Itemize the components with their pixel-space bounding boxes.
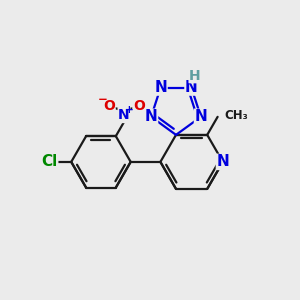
Text: H: H — [189, 69, 201, 83]
Text: N: N — [216, 154, 229, 169]
Text: +: + — [125, 105, 134, 115]
Text: O: O — [103, 99, 115, 112]
Text: −: − — [98, 93, 107, 106]
Text: CH₃: CH₃ — [224, 109, 248, 122]
Text: N: N — [194, 109, 207, 124]
Text: N: N — [145, 109, 158, 124]
Text: N: N — [154, 80, 167, 95]
Text: N: N — [185, 80, 198, 95]
Text: O: O — [133, 99, 145, 112]
Text: N: N — [118, 109, 130, 122]
Text: Cl: Cl — [41, 154, 58, 169]
